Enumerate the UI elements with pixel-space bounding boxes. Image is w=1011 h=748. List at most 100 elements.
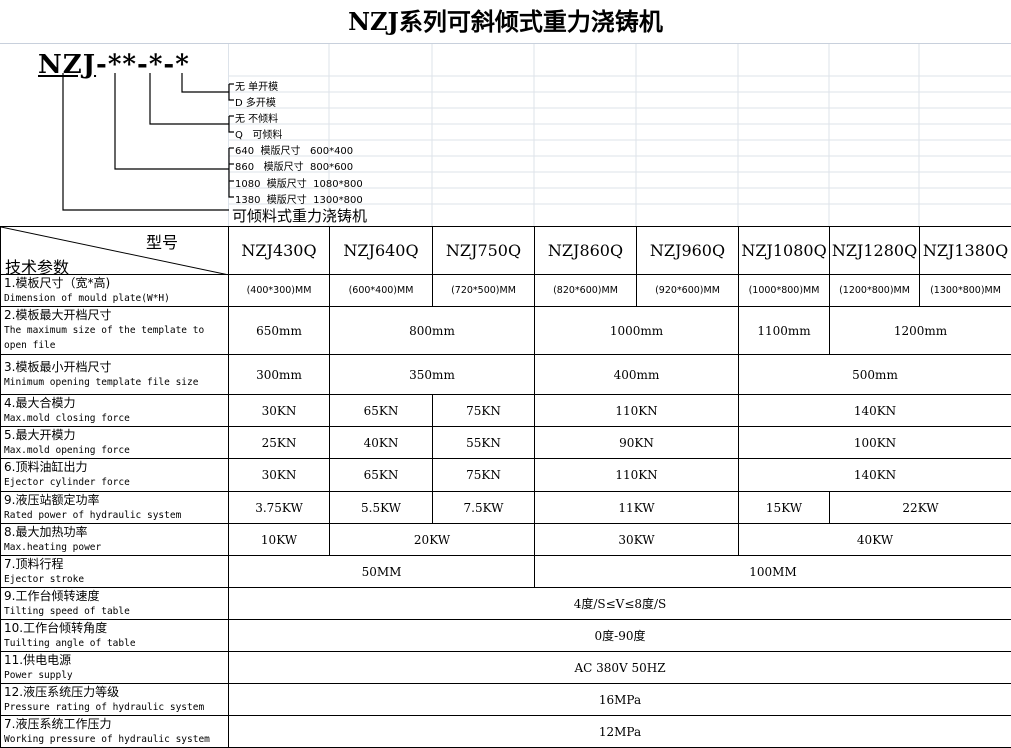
corner-cell: 型号技术参数 <box>1 227 229 275</box>
param-name-en: Power supply <box>4 668 228 683</box>
model-header: NZJ1080Q <box>739 227 830 275</box>
code-option: 无 不倾料 <box>235 110 278 125</box>
value-cell: 30KW <box>535 524 739 556</box>
value-cell: (1300*800)MM <box>920 275 1011 307</box>
model-header: NZJ750Q <box>433 227 535 275</box>
param-name-en: Ejector cylinder force <box>4 475 228 490</box>
value-cell: 110KN <box>535 459 739 492</box>
value-cell: (400*300)MM <box>229 275 330 307</box>
value-cell: 650mm <box>229 307 330 355</box>
value-cell: 400mm <box>535 355 739 395</box>
value-cell: (820*600)MM <box>535 275 637 307</box>
value-cell: 30KN <box>229 395 330 427</box>
value-cell: 7.5KW <box>433 492 535 524</box>
table-row: 1.模板尺寸（宽*高)Dimension of mould plate(W*H)… <box>1 275 1011 307</box>
value-cell: 300mm <box>229 355 330 395</box>
value-cell: 1200mm <box>830 307 1011 355</box>
value-cell: (1200*800)MM <box>830 275 920 307</box>
code-option: 860 模版尺寸 800*600 <box>235 158 353 173</box>
code-option: D 多开模 <box>235 94 276 109</box>
value-cell: 15KW <box>739 492 830 524</box>
value-cell: AC 380V 50HZ <box>229 652 1011 684</box>
corner-model-label: 型号 <box>146 229 178 253</box>
model-header: NZJ960Q <box>637 227 739 275</box>
value-cell: 90KN <box>535 427 739 459</box>
value-cell: 65KN <box>330 395 433 427</box>
value-cell: 25KN <box>229 427 330 459</box>
value-cell: 16MPa <box>229 684 1011 716</box>
corner-param-label: 技术参数 <box>5 254 69 275</box>
value-cell: 5.5KW <box>330 492 433 524</box>
value-cell: 40KN <box>330 427 433 459</box>
value-cell: 11KW <box>535 492 739 524</box>
param-name-cn: 11.供电电源 <box>4 653 228 668</box>
machine-name: 可倾料式重力浇铸机 <box>232 205 367 226</box>
param-name-cn: 6.顶料油缸出力 <box>4 460 228 475</box>
value-cell: 50MM <box>229 556 535 588</box>
param-name-cn: 2.模板最大开档尺寸 <box>4 308 228 323</box>
param-name-en: Minimum opening template file size <box>4 375 228 390</box>
value-cell: 1000mm <box>535 307 739 355</box>
param-name-en: Max.mold closing force <box>4 411 228 426</box>
value-cell: 22KW <box>830 492 1011 524</box>
param-name-cn: 12.液压系统压力等级 <box>4 685 228 700</box>
code-option: 无 单开模 <box>235 78 278 93</box>
value-cell: 3.75KW <box>229 492 330 524</box>
param-name-cn: 9.液压站额定功率 <box>4 493 228 508</box>
param-name-cn: 3.模板最小开档尺寸 <box>4 360 228 375</box>
model-header: NZJ1380Q <box>920 227 1011 275</box>
param-name-en: Max.heating power <box>4 540 228 555</box>
value-cell: 40KW <box>739 524 1011 556</box>
code-connector-lines <box>0 0 240 226</box>
code-option: 640 模版尺寸 600*400 <box>235 142 353 157</box>
param-name-en: Dimension of mould plate(W*H) <box>4 291 228 306</box>
param-name-en: Tilting speed of table <box>4 604 228 619</box>
value-cell: 1100mm <box>739 307 830 355</box>
param-name-en: Tuilting angle of table <box>4 636 228 651</box>
model-header: NZJ430Q <box>229 227 330 275</box>
param-name-en: Working pressure of hydraulic system <box>4 732 228 747</box>
param-name-cn: 10.工作台倾转角度 <box>4 621 228 636</box>
model-header: NZJ860Q <box>535 227 637 275</box>
value-cell: (720*500)MM <box>433 275 535 307</box>
value-cell: 20KW <box>330 524 535 556</box>
value-cell: 65KN <box>330 459 433 492</box>
param-name-cn: 8.最大加热功率 <box>4 525 228 540</box>
param-name-cn: 9.工作台倾转速度 <box>4 589 228 604</box>
value-cell: 110KN <box>535 395 739 427</box>
param-name-en: The maximum size of the template to open… <box>4 323 228 353</box>
value-cell: (600*400)MM <box>330 275 433 307</box>
param-name-en: Rated power of hydraulic system <box>4 508 228 523</box>
value-cell: 350mm <box>330 355 535 395</box>
value-cell: 10KW <box>229 524 330 556</box>
value-cell: 140KN <box>739 395 1011 427</box>
value-cell: (920*600)MM <box>637 275 739 307</box>
param-name-cn: 7.顶料行程 <box>4 557 228 572</box>
param-name-en: Max.mold opening force <box>4 443 228 458</box>
value-cell: 100KN <box>739 427 1011 459</box>
param-name-cn: 4.最大合模力 <box>4 396 228 411</box>
model-header: NZJ640Q <box>330 227 433 275</box>
param-name-en: Pressure rating of hydraulic system <box>4 700 228 715</box>
param-name-en: Ejector stroke <box>4 572 228 587</box>
